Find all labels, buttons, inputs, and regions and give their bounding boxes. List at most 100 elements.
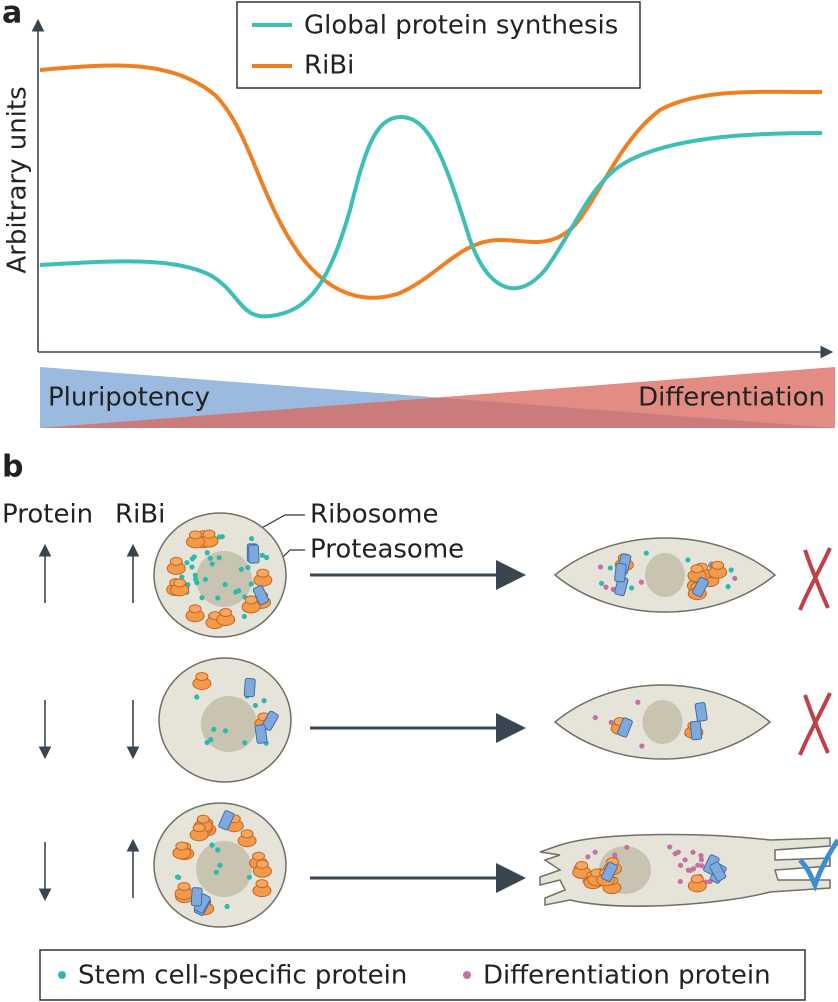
- ribosome: [175, 841, 189, 851]
- legend-entry: Stem cell-specific protein: [78, 961, 407, 991]
- protein-dot: [202, 576, 209, 582]
- proteasome: [689, 720, 703, 741]
- protein-dot: [624, 844, 630, 850]
- proteasome: [218, 810, 235, 831]
- protein-curve: [39, 114, 823, 319]
- protein-dot: [698, 857, 705, 863]
- protein-dot: [597, 564, 604, 570]
- protein-dot: [242, 740, 248, 746]
- protein-dot: [204, 550, 210, 556]
- ribosome: [690, 874, 704, 884]
- ribosome: [173, 578, 187, 588]
- proteasome: [247, 544, 260, 564]
- legend-box: [236, 1, 641, 89]
- gradient-label: Pluripotency: [48, 383, 210, 413]
- check-mark: [798, 838, 838, 893]
- callout-line: [257, 514, 305, 531]
- ribosome: [177, 882, 191, 892]
- legend-entry: Differentiation protein: [483, 961, 771, 991]
- callout: Proteasome: [310, 535, 464, 565]
- ribosome: [195, 672, 209, 682]
- proteasome: [709, 861, 727, 882]
- protein-dot: [176, 874, 182, 880]
- protein-dot: [241, 613, 247, 620]
- ribosome: [169, 556, 183, 566]
- protein-dot: [263, 554, 270, 561]
- ribosome: [256, 568, 270, 578]
- protein-dot: [222, 728, 229, 734]
- proteasome: [617, 717, 633, 738]
- ribosome: [192, 823, 206, 833]
- cross-mark: [798, 547, 832, 611]
- protein-dot: [199, 595, 205, 601]
- protein-dot: [610, 586, 616, 592]
- protein-dot: [598, 580, 605, 586]
- ribi-curve: [39, 63, 823, 300]
- proteasome: [243, 677, 256, 698]
- protein-dot: [675, 849, 681, 855]
- callout: Ribosome: [310, 500, 438, 530]
- protein-dot: [592, 849, 598, 855]
- protein-dot: [222, 581, 228, 588]
- protein-dot: [698, 853, 704, 859]
- protein-dot: [208, 737, 214, 743]
- protein-dot: [193, 576, 199, 582]
- protein-dot: [608, 719, 614, 725]
- ribosome: [240, 829, 254, 839]
- protein-dot: [215, 595, 221, 601]
- legend-dot: [58, 971, 66, 979]
- protein-dot: [216, 555, 222, 561]
- cross-mark: [798, 692, 832, 756]
- protein-dot: [191, 554, 197, 560]
- protein-dot: [261, 698, 267, 704]
- protein-dot: [592, 714, 598, 721]
- protein-dot: [248, 536, 255, 542]
- column-header: Protein: [2, 500, 93, 530]
- protein-dot: [682, 857, 688, 863]
- protein-dot: [245, 564, 251, 571]
- protein-dot: [677, 862, 684, 868]
- protein-dot: [699, 863, 705, 869]
- proteasome: [252, 584, 270, 606]
- panel-label: b: [2, 450, 23, 485]
- proteasome: [254, 724, 268, 744]
- protein-dot: [184, 560, 190, 566]
- protein-dot: [635, 699, 641, 705]
- protein-dot: [732, 575, 738, 582]
- proteasome: [190, 887, 203, 907]
- protein-dot: [725, 584, 731, 590]
- protein-dot: [209, 561, 215, 567]
- protein-dot: [677, 878, 683, 885]
- ribosome: [219, 607, 233, 617]
- cells: [38, 512, 831, 928]
- protein-dot: [217, 862, 223, 868]
- protein-dot: [603, 584, 609, 590]
- protein-dot: [192, 572, 198, 578]
- protein-dot: [667, 844, 673, 850]
- ribosome: [244, 595, 258, 605]
- protein-dot: [204, 739, 210, 746]
- protein-dot: [213, 869, 219, 875]
- nucleus: [196, 841, 252, 897]
- ribosome: [202, 529, 216, 539]
- protein-dot: [643, 550, 649, 556]
- panel-label: a: [2, 0, 22, 31]
- protein-dot: [690, 849, 696, 855]
- ribosome: [711, 560, 725, 570]
- protein-dot: [238, 566, 244, 572]
- ribosome: [196, 814, 210, 824]
- ribosome: [255, 879, 269, 889]
- ribosome: [255, 859, 269, 869]
- ribosome: [188, 604, 202, 614]
- protein-dot: [687, 867, 694, 873]
- protein-dot: [628, 585, 635, 591]
- protein-dot: [259, 552, 265, 559]
- proteasome: [601, 861, 618, 882]
- differentiation-wedge: [40, 367, 835, 428]
- ribosome: [690, 564, 704, 574]
- column-header: RiBi: [115, 500, 165, 530]
- legend-box: [39, 949, 806, 1001]
- nucleus: [642, 700, 683, 744]
- protein-dot: [233, 589, 239, 595]
